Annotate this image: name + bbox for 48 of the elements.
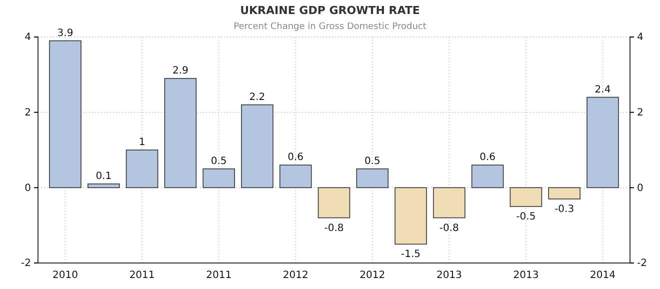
bar <box>164 78 197 188</box>
bar <box>241 104 274 188</box>
y-tick-label: 2 <box>24 108 31 119</box>
chart-subtitle: Percent Change in Gross Domestic Product <box>234 22 427 32</box>
data-label: 0.6 <box>288 152 304 164</box>
x-tick-label: 2013 <box>513 270 539 282</box>
x-tick-label: 2011 <box>206 270 232 282</box>
data-label: -0.5 <box>516 212 536 222</box>
bar <box>202 168 235 188</box>
bar <box>510 187 542 207</box>
data-label: -0.8 <box>439 222 459 234</box>
data-label: 0.5 <box>210 156 227 167</box>
data-label: 0.1 <box>96 170 112 182</box>
data-label: 1 <box>138 137 146 148</box>
bar <box>318 187 350 218</box>
bar <box>49 40 82 188</box>
y2-tick-label: -2 <box>637 258 647 270</box>
x-tick-label: 2010 <box>52 270 78 282</box>
x-tick-label: 2012 <box>282 270 308 282</box>
data-label: 0.6 <box>480 152 496 164</box>
bar <box>548 187 580 200</box>
x-tick-label: 2014 <box>590 270 616 282</box>
data-label: 0.5 <box>364 156 380 167</box>
data-label: -1.5 <box>401 249 421 260</box>
data-label: 2.9 <box>172 65 188 76</box>
y-tick-label: 4 <box>24 32 31 44</box>
bar <box>586 96 619 188</box>
y-tick-label: -2 <box>21 258 31 270</box>
x-tick-label: 2013 <box>436 270 462 282</box>
y2-tick-label: 4 <box>637 32 644 44</box>
data-label: 3.9 <box>57 28 74 39</box>
data-label: -0.8 <box>324 222 344 234</box>
x-tick-label: 2011 <box>129 270 155 282</box>
data-label: -0.3 <box>554 204 574 215</box>
data-label: 2.4 <box>594 84 611 96</box>
chart-title: UKRAINE GDP GROWTH RATE <box>240 4 420 17</box>
data-label: 2.2 <box>249 92 266 103</box>
bar <box>126 150 158 188</box>
bar <box>88 184 120 188</box>
bar <box>356 168 389 188</box>
y2-tick-label: 0 <box>637 182 644 194</box>
bar <box>279 164 312 188</box>
y2-tick-label: 2 <box>637 108 644 119</box>
x-tick-label: 2012 <box>360 270 386 282</box>
bar <box>433 187 466 218</box>
bar <box>394 187 427 245</box>
y-tick-label: 0 <box>24 182 31 194</box>
bar <box>471 164 504 188</box>
